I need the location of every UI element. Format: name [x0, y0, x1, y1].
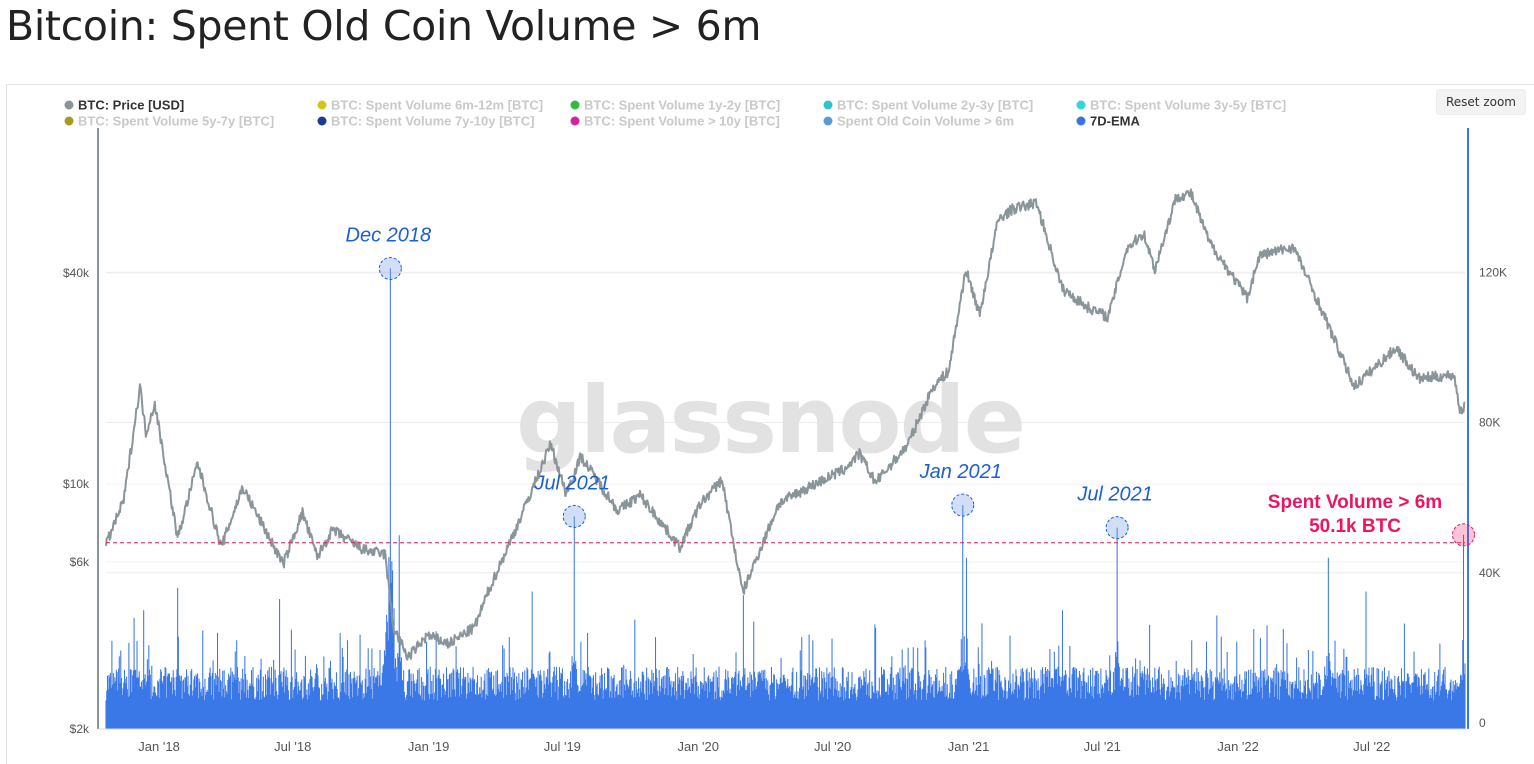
axes: $2k $6k $10k $40k 0 40K 80K 120K Jan '18 Jul '18 J…	[63, 128, 1507, 754]
annotation-label: Dec 2018	[346, 224, 432, 246]
y-right-tick-label: 0	[1479, 716, 1486, 730]
y-left-tick-label: $6k	[70, 555, 90, 569]
volume-bars	[105, 268, 1466, 729]
legend-marker	[64, 100, 74, 110]
annotations: Dec 2018 Jul 2021 Jan 2021 Jul 2021 Spent Vo…	[106, 224, 1476, 547]
price-series	[105, 188, 1466, 661]
annotation-label: Jul 2021	[1076, 484, 1153, 506]
highlight-marker	[1452, 523, 1476, 547]
legend-label: BTC: Spent Volume 1y-2y [BTC]	[584, 98, 780, 113]
annotation-marker	[1105, 516, 1129, 540]
legend-marker	[570, 100, 580, 110]
legend-label: Spent Old Coin Volume > 6m	[837, 114, 1014, 129]
annotation-marker	[951, 493, 975, 517]
annotation-label: Jul 2021	[533, 472, 610, 494]
volume-series	[105, 268, 1466, 729]
legend-marker	[570, 116, 580, 126]
legend-label: BTC: Spent Volume 6m-12m [BTC]	[331, 98, 543, 113]
annotation-marker	[378, 256, 402, 280]
price-line	[105, 188, 1466, 661]
y-right-tick-label: 80K	[1479, 416, 1500, 430]
x-tick-label: Jul '22	[1353, 739, 1390, 754]
x-tick-label: Jan '20	[677, 739, 719, 754]
legend-label: BTC: Spent Volume > 10y [BTC]	[584, 114, 780, 129]
x-tick-label: Jan '18	[138, 739, 180, 754]
legend-marker	[1076, 116, 1086, 126]
watermark: glassnode	[516, 367, 1026, 474]
x-tick-label: Jan '19	[408, 739, 450, 754]
legend-marker	[823, 116, 833, 126]
reset-zoom-button[interactable]: Reset zoom	[1436, 89, 1526, 115]
highlight-label: Spent Volume > 6m	[1268, 492, 1442, 513]
y-left-tick-label: $10k	[63, 477, 90, 491]
legend: BTC: Price [USD] BTC: Spent Volume 6m-12m…	[64, 98, 1286, 129]
legend-label: 7D-EMA	[1090, 114, 1140, 129]
x-tick-label: Jan '21	[948, 739, 990, 754]
x-tick-label: Jan '22	[1217, 739, 1259, 754]
legend-marker	[317, 100, 327, 110]
watermark: glassnode	[516, 367, 1024, 474]
legend-marker	[64, 116, 74, 126]
x-tick-label: Jul '21	[1084, 739, 1121, 754]
legend-label: BTC: Price [USD]	[78, 98, 184, 113]
legend-marker	[317, 116, 327, 126]
y-right-tick-label: 120K	[1479, 265, 1507, 279]
legend-marker	[1076, 100, 1086, 110]
highlight-label: 50.1k BTC	[1309, 516, 1401, 537]
grid	[106, 271, 1465, 730]
legend-label: BTC: Spent Volume 2y-3y [BTC]	[837, 98, 1033, 113]
y-left-tick-label: $40k	[63, 266, 90, 280]
y-right-tick-label: 40K	[1479, 566, 1500, 580]
x-tick-label: Jul '18	[274, 739, 311, 754]
x-tick-label: Jul '20	[814, 739, 851, 754]
page-title: Bitcoin: Spent Old Coin Volume > 6m	[6, 2, 762, 50]
annotation-marker	[562, 504, 586, 528]
y-left-tick-label: $2k	[70, 722, 90, 736]
legend-label: BTC: Spent Volume 7y-10y [BTC]	[331, 114, 534, 129]
chart-frame	[6, 84, 1534, 764]
legend-label: BTC: Spent Volume 5y-7y [BTC]	[78, 114, 274, 129]
x-tick-label: Jul '19	[544, 739, 581, 754]
annotation-label: Jan 2021	[919, 461, 1002, 483]
legend-label: BTC: Spent Volume 3y-5y [BTC]	[1090, 98, 1286, 113]
legend-marker	[823, 100, 833, 110]
